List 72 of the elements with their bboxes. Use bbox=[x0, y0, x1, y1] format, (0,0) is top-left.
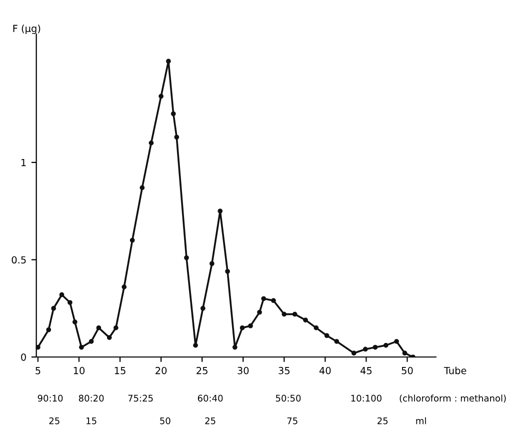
point bbox=[248, 323, 253, 328]
point bbox=[106, 335, 112, 340]
point bbox=[158, 94, 164, 99]
point bbox=[232, 344, 238, 350]
text: 80:20 bbox=[78, 394, 104, 402]
point bbox=[79, 344, 84, 350]
point bbox=[394, 339, 399, 344]
text: 90:10 bbox=[38, 394, 63, 402]
point bbox=[51, 306, 56, 311]
point bbox=[170, 111, 176, 116]
x-tick-label: 30 bbox=[238, 366, 249, 374]
point bbox=[372, 344, 378, 350]
point bbox=[218, 208, 223, 214]
x-axis-title: Tube bbox=[444, 366, 466, 374]
point bbox=[303, 318, 308, 322]
point bbox=[351, 350, 356, 356]
x-tick-label: 15 bbox=[114, 367, 126, 374]
x-tick-label: 40 bbox=[319, 366, 331, 374]
x-tick-label: 5 bbox=[36, 367, 40, 374]
point bbox=[88, 339, 94, 344]
point bbox=[130, 238, 135, 243]
point bbox=[122, 284, 127, 290]
y-tick-label: 0 bbox=[21, 353, 26, 361]
y-axis-title: F (μg) bbox=[13, 24, 40, 34]
text: (chloroform : methanol) bbox=[400, 394, 506, 403]
point bbox=[257, 310, 262, 315]
x-tick-label: 45 bbox=[360, 367, 372, 374]
x-tick-label: 35 bbox=[278, 366, 290, 374]
point bbox=[36, 344, 40, 350]
y-tick-label: 0.5 bbox=[12, 256, 26, 264]
text: 25 bbox=[205, 417, 216, 424]
point bbox=[225, 268, 230, 274]
point bbox=[140, 185, 145, 190]
y-tick-label: 1 bbox=[21, 159, 26, 166]
point bbox=[184, 255, 189, 260]
point bbox=[292, 312, 298, 317]
text: 25 bbox=[378, 417, 388, 424]
text: 10:100 bbox=[351, 394, 382, 402]
text: 75 bbox=[287, 418, 298, 424]
x-tick-label: 25 bbox=[196, 366, 208, 374]
x-tick-label: 50 bbox=[402, 366, 413, 374]
x-tick-label: 20 bbox=[156, 366, 167, 374]
point bbox=[383, 342, 388, 348]
point bbox=[72, 320, 78, 324]
point bbox=[282, 312, 287, 317]
text: 60:40 bbox=[198, 394, 223, 402]
point bbox=[210, 261, 214, 266]
point bbox=[402, 350, 408, 356]
point bbox=[174, 134, 180, 140]
x-tick-label: 10 bbox=[74, 366, 85, 374]
point bbox=[324, 333, 330, 338]
point bbox=[200, 306, 206, 311]
text: 50 bbox=[160, 417, 170, 424]
point bbox=[240, 325, 245, 330]
point bbox=[314, 325, 319, 330]
point bbox=[166, 58, 171, 64]
point bbox=[193, 342, 198, 348]
point bbox=[362, 346, 368, 352]
point bbox=[59, 292, 64, 298]
point bbox=[148, 140, 154, 146]
point bbox=[68, 300, 72, 305]
point bbox=[334, 339, 340, 344]
point bbox=[261, 296, 266, 302]
text: 75:25 bbox=[128, 394, 153, 402]
text: ml bbox=[416, 417, 426, 424]
text: 25 bbox=[49, 417, 60, 424]
text: 15 bbox=[86, 418, 96, 424]
point bbox=[271, 298, 276, 304]
point bbox=[46, 327, 52, 332]
point bbox=[96, 325, 102, 330]
text: 50:50 bbox=[276, 394, 301, 402]
point bbox=[113, 325, 118, 330]
